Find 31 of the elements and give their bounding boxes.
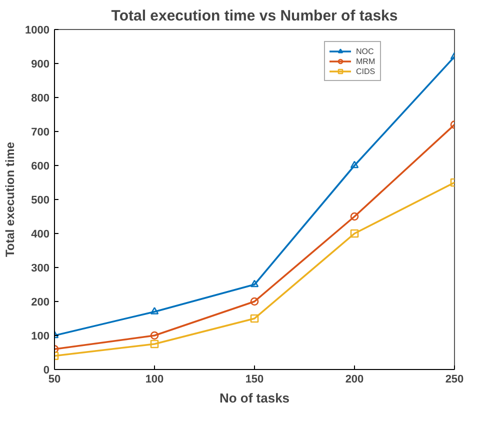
point xyxy=(350,229,359,238)
point xyxy=(350,212,359,221)
x-tick-label: 200 xyxy=(345,374,364,386)
y-tick-label: 400 xyxy=(31,228,50,240)
y-tick-label: 100 xyxy=(31,330,50,342)
x-tick-label: 250 xyxy=(445,374,464,386)
y-tick-label: 700 xyxy=(31,126,50,138)
x-axis-title: No of tasks xyxy=(219,390,290,406)
chart-title: Total execution time vs Number of tasks xyxy=(111,8,398,24)
legend-label: CIDS xyxy=(356,66,376,76)
y-tick-label: 1000 xyxy=(25,24,50,36)
point xyxy=(250,297,259,306)
y-tick-label: 500 xyxy=(31,194,50,206)
y-tick-label: 800 xyxy=(31,92,50,104)
x-tick-label: 150 xyxy=(245,374,264,386)
point xyxy=(250,314,259,323)
y-tick-label: 600 xyxy=(31,160,50,172)
y-axis-title: Total execution time xyxy=(3,142,18,258)
point xyxy=(250,280,259,288)
y-tick-label: 0 xyxy=(43,364,50,376)
legend-label: NOC xyxy=(356,46,375,56)
point xyxy=(150,340,159,348)
y-tick-label: 300 xyxy=(31,262,50,274)
legend-label: MRM xyxy=(356,56,376,66)
point xyxy=(350,160,359,168)
point xyxy=(150,331,159,340)
x-tick-label: 50 xyxy=(48,374,61,386)
y-tick-label: 900 xyxy=(31,58,50,70)
point xyxy=(150,307,159,314)
y-tick-label: 200 xyxy=(31,296,50,308)
x-tick-label: 100 xyxy=(145,374,164,386)
